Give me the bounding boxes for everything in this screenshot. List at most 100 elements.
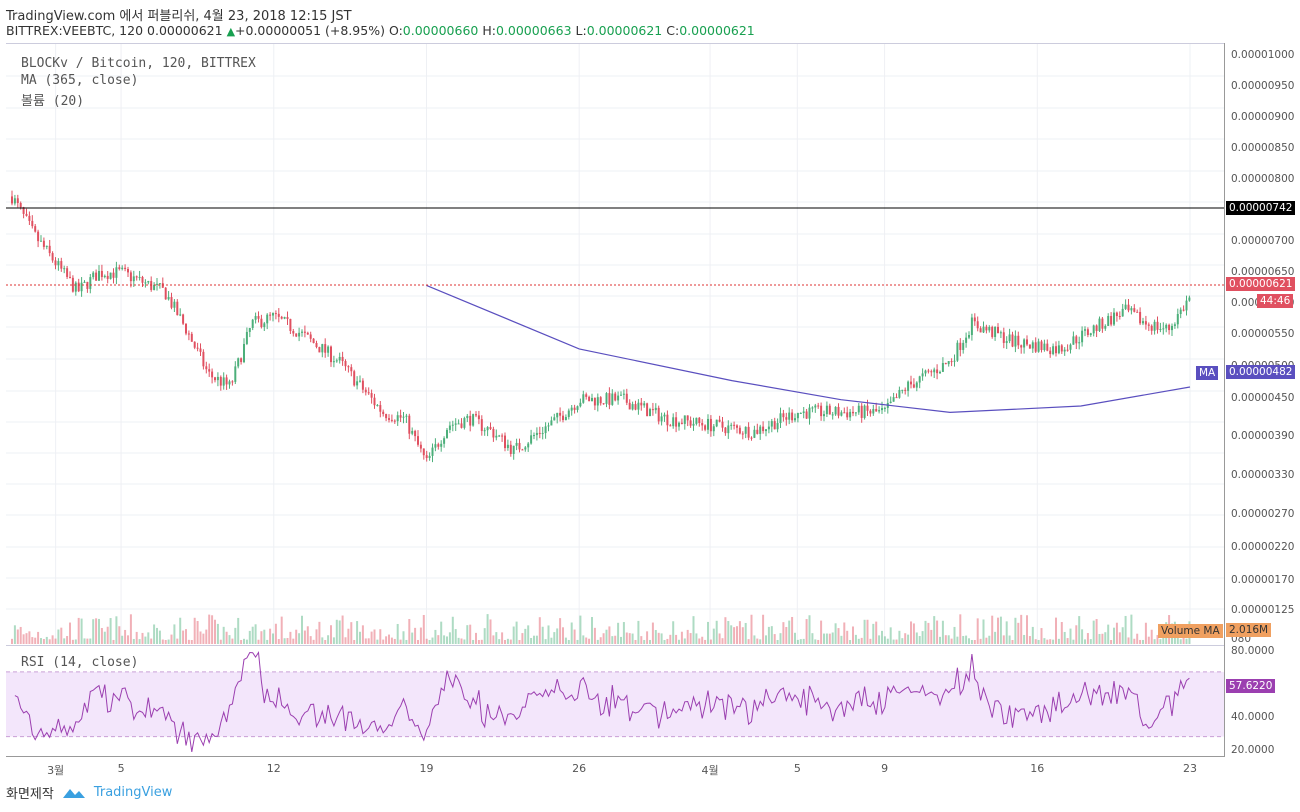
candle[interactable] (559, 407, 562, 422)
candle[interactable] (269, 312, 272, 321)
candle[interactable] (672, 413, 675, 429)
candle[interactable] (927, 368, 930, 374)
candle[interactable] (962, 340, 965, 354)
candle[interactable] (13, 194, 16, 206)
candle[interactable] (579, 398, 582, 408)
candle[interactable] (857, 403, 860, 415)
candle[interactable] (216, 372, 219, 387)
candle[interactable] (747, 422, 750, 441)
candle[interactable] (727, 420, 730, 439)
candle[interactable] (759, 424, 762, 440)
candle[interactable] (1092, 324, 1095, 337)
candle[interactable] (100, 264, 103, 281)
candle[interactable] (840, 410, 843, 417)
candle[interactable] (733, 421, 736, 430)
candle[interactable] (837, 403, 840, 419)
candle[interactable] (388, 414, 390, 423)
candle[interactable] (924, 369, 927, 377)
candle[interactable] (69, 271, 71, 279)
candle[interactable] (921, 368, 924, 381)
candle[interactable] (524, 445, 527, 452)
candle[interactable] (121, 265, 124, 271)
candle[interactable] (176, 299, 179, 316)
candle[interactable] (353, 369, 356, 387)
candle[interactable] (678, 421, 680, 431)
candle[interactable] (318, 346, 321, 353)
candle[interactable] (843, 407, 846, 414)
candle[interactable] (80, 277, 83, 297)
candle[interactable] (286, 311, 289, 326)
candle[interactable] (683, 415, 686, 430)
candle[interactable] (588, 395, 591, 402)
candle[interactable] (1017, 331, 1020, 350)
candle[interactable] (666, 410, 669, 432)
candle[interactable] (854, 412, 857, 417)
candle[interactable] (132, 270, 135, 287)
candle[interactable] (1095, 324, 1098, 338)
candle[interactable] (63, 265, 66, 274)
candle[interactable] (187, 330, 190, 341)
candle[interactable] (431, 443, 434, 463)
candle[interactable] (846, 406, 849, 420)
candle[interactable] (480, 415, 483, 436)
candle[interactable] (776, 418, 779, 433)
candle[interactable] (295, 333, 298, 338)
brand-link[interactable]: TradingView (93, 785, 173, 800)
candle[interactable] (576, 405, 579, 413)
candle[interactable] (860, 403, 863, 423)
candle[interactable] (527, 441, 530, 452)
candle[interactable] (211, 368, 214, 384)
candle[interactable] (1162, 322, 1165, 335)
candle[interactable] (1005, 336, 1008, 349)
candle[interactable] (164, 287, 167, 300)
candle[interactable] (649, 407, 651, 417)
candle[interactable] (596, 393, 599, 412)
candle[interactable] (95, 269, 98, 281)
candle[interactable] (173, 299, 176, 313)
candle[interactable] (936, 364, 939, 380)
candle[interactable] (66, 265, 69, 280)
candle[interactable] (1008, 328, 1011, 344)
candle[interactable] (1173, 322, 1176, 329)
candle[interactable] (805, 408, 808, 419)
candle[interactable] (303, 325, 306, 338)
candle[interactable] (289, 318, 292, 334)
candle[interactable] (309, 331, 312, 343)
candle[interactable] (1185, 295, 1188, 316)
candle[interactable] (782, 409, 785, 422)
candle[interactable] (153, 282, 156, 291)
candle[interactable] (437, 442, 440, 450)
candle[interactable] (509, 440, 512, 457)
candle[interactable] (1014, 330, 1017, 353)
candle[interactable] (373, 393, 376, 409)
candle[interactable] (602, 403, 605, 405)
candle[interactable] (1023, 338, 1026, 354)
candle[interactable] (762, 421, 765, 434)
candle[interactable] (248, 327, 251, 338)
candle[interactable] (1124, 299, 1127, 311)
candle[interactable] (1179, 307, 1182, 319)
candle[interactable] (1081, 326, 1084, 347)
candle[interactable] (730, 422, 733, 430)
candle[interactable] (86, 281, 89, 293)
candle[interactable] (979, 326, 982, 333)
candle[interactable] (825, 401, 828, 418)
candle[interactable] (1046, 339, 1049, 352)
candle[interactable] (321, 343, 324, 358)
candle[interactable] (103, 274, 106, 279)
candle[interactable] (440, 440, 443, 452)
candle[interactable] (814, 403, 817, 413)
candle[interactable] (1040, 339, 1043, 353)
candle[interactable] (1176, 308, 1179, 329)
candle[interactable] (828, 403, 831, 415)
candle[interactable] (1002, 327, 1005, 349)
time-axis[interactable]: 3월 5 12 19 26 4월 5 9 16 23 (6, 756, 1224, 779)
candle[interactable] (205, 361, 208, 374)
price-axis[interactable]: 0.00001000 0.00000950 0.00000900 0.00000850… (1224, 43, 1300, 757)
candle[interactable] (1052, 343, 1055, 356)
candle[interactable] (756, 423, 759, 435)
candle[interactable] (45, 245, 48, 250)
candle[interactable] (190, 331, 193, 342)
candle[interactable] (701, 419, 704, 431)
candle[interactable] (643, 400, 646, 408)
